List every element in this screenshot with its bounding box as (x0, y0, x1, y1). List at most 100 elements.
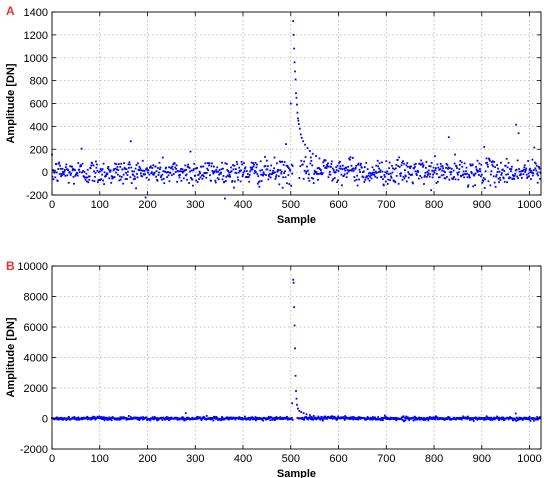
data-point (534, 167, 537, 170)
data-point (431, 176, 434, 179)
x-tick-label: 400 (234, 453, 252, 465)
data-point (490, 170, 493, 173)
data-point (338, 167, 341, 170)
data-point (174, 171, 177, 173)
data-point (239, 417, 242, 420)
data-point (466, 417, 469, 420)
data-point (287, 174, 290, 176)
data-point (137, 162, 139, 165)
data-point (267, 178, 270, 181)
data-point (190, 176, 192, 179)
data-point (440, 165, 443, 168)
data-point (264, 156, 266, 158)
data-point (127, 163, 130, 166)
data-point (296, 111, 299, 114)
data-point (258, 185, 261, 188)
data-point (123, 416, 126, 419)
data-point (476, 417, 478, 420)
data-point (251, 418, 254, 421)
data-point (526, 418, 529, 421)
data-point (435, 415, 437, 418)
data-point (113, 168, 115, 170)
data-point (485, 157, 488, 160)
data-point (128, 163, 131, 166)
data-point (480, 163, 483, 166)
data-point (303, 169, 306, 172)
data-point (346, 172, 349, 175)
data-point (358, 417, 360, 420)
data-point (308, 417, 310, 420)
data-point (54, 176, 57, 179)
data-point (186, 165, 189, 168)
data-point (502, 419, 505, 422)
data-point (142, 416, 145, 418)
data-point (489, 417, 492, 420)
data-point (518, 416, 521, 419)
data-point (95, 166, 98, 169)
data-point (336, 418, 338, 421)
data-point (279, 416, 282, 418)
data-point (434, 418, 437, 421)
data-point (532, 419, 535, 422)
data-point (401, 416, 403, 419)
data-point (135, 164, 138, 166)
x-tick-label: 100 (91, 199, 109, 211)
data-point (518, 170, 521, 173)
data-point (465, 417, 467, 420)
data-point (507, 417, 509, 420)
data-point (206, 167, 209, 170)
data-point (489, 419, 492, 421)
data-point (273, 167, 275, 170)
data-point (107, 168, 110, 171)
data-point (493, 416, 496, 419)
data-point (482, 417, 485, 420)
data-point (149, 166, 152, 169)
data-point (427, 172, 430, 175)
data-point (460, 417, 463, 420)
data-point (125, 168, 128, 171)
data-point (312, 415, 315, 417)
data-point (101, 173, 104, 176)
data-point (469, 163, 472, 166)
data-point (339, 417, 342, 420)
data-point (81, 162, 84, 165)
data-point (503, 418, 506, 421)
data-point (381, 416, 384, 419)
data-point (355, 418, 358, 421)
data-point (76, 418, 79, 421)
data-point (119, 178, 122, 181)
data-point (61, 418, 64, 421)
data-point (364, 178, 367, 181)
data-point (151, 173, 154, 176)
data-point (468, 417, 471, 419)
data-point (391, 164, 393, 167)
data-point (383, 417, 386, 419)
data-point (141, 417, 144, 419)
data-point (309, 418, 312, 420)
data-point (512, 417, 515, 420)
data-point (158, 161, 161, 164)
data-point (385, 172, 388, 175)
data-point (102, 162, 105, 165)
data-point (200, 417, 202, 420)
data-point (208, 418, 211, 420)
data-point (535, 418, 538, 421)
data-point (178, 418, 181, 421)
data-point (96, 169, 99, 172)
data-point (241, 175, 244, 178)
data-point (457, 178, 460, 181)
data-point (180, 417, 183, 420)
data-point (66, 418, 69, 421)
data-point (293, 47, 296, 50)
data-point (520, 173, 522, 175)
data-point (272, 172, 275, 174)
data-point (326, 163, 328, 166)
data-point (437, 176, 440, 179)
data-point (291, 172, 294, 175)
data-point (64, 417, 67, 420)
data-point (179, 174, 181, 176)
data-point (446, 167, 449, 170)
data-point (138, 416, 141, 419)
data-point (180, 179, 183, 182)
data-point (249, 170, 252, 173)
